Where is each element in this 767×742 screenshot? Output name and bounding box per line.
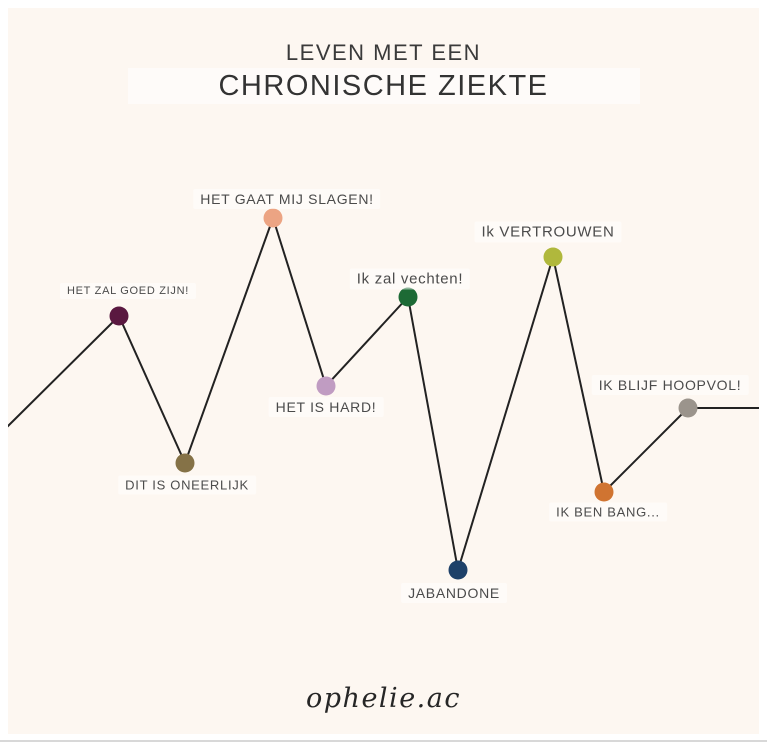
point-label-6: JABANDONE	[401, 583, 507, 603]
point-dot-6	[448, 560, 468, 580]
title-line1: LEVEN MET EEN	[285, 40, 482, 65]
point-label-2: DIT IS ONEERLIJK	[118, 475, 256, 495]
point-label-4: HET IS HARD!	[268, 397, 384, 417]
point-label-5: Ik zal vechten!	[349, 268, 471, 290]
point-dot-5	[398, 287, 418, 307]
point-dot-1	[109, 306, 129, 326]
title-highlight-band	[128, 68, 640, 104]
point-label-9: IK BLIJF HOOPVOL!	[591, 375, 749, 395]
point-dot-3	[263, 208, 283, 228]
point-dot-7	[543, 247, 563, 267]
point-label-7: Ik VERTROUWEN	[474, 221, 622, 243]
point-dot-4	[316, 376, 336, 396]
title-line2: CHRONISCHE ZIEKTE	[218, 70, 549, 102]
point-label-3: HET GAAT MIJ SLAGEN!	[193, 189, 381, 209]
point-label-8: IK BEN BANG...	[549, 502, 667, 522]
point-label-1: HET ZAL GOED ZIJN!	[59, 283, 197, 299]
point-dot-8	[594, 482, 614, 502]
point-dot-2	[175, 453, 195, 473]
signature: ophelie.ac	[306, 683, 461, 714]
point-dot-9	[678, 398, 698, 418]
